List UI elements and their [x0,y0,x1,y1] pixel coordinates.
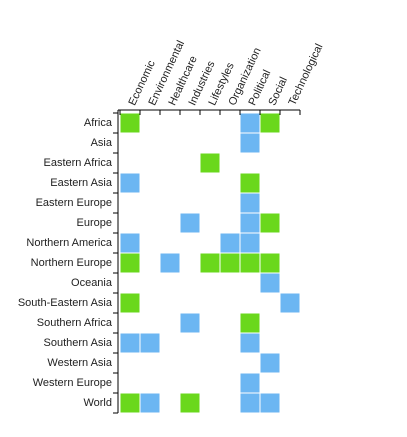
cell [179,392,201,414]
cell [259,252,281,274]
cell [159,252,181,274]
cell [259,352,281,374]
cell [239,312,261,334]
row-label: Western Europe [33,377,112,389]
cell [259,392,281,414]
row-label: Eastern Africa [44,157,113,169]
cell [239,232,261,254]
cell [239,252,261,274]
cell [119,292,141,314]
row-label: Southern Asia [44,337,113,349]
cell [279,292,301,314]
cell [259,272,281,294]
cell [239,112,261,134]
cell [259,212,281,234]
cell [119,232,141,254]
cell [119,172,141,194]
cell [119,392,141,414]
row-label: Europe [77,217,112,229]
cell [259,112,281,134]
row-label: Northern America [26,237,112,249]
cell [239,132,261,154]
cell [219,232,241,254]
cell [239,372,261,394]
cell [239,392,261,414]
cell [199,252,221,274]
cell [219,252,241,274]
cell [239,192,261,214]
row-label: Northern Europe [31,257,112,269]
row-label: Africa [84,117,113,129]
row-label: Oceania [71,277,113,289]
row-label: World [83,397,112,409]
cell [199,152,221,174]
cell [239,332,261,354]
row-label: Eastern Europe [36,197,112,209]
cell [239,172,261,194]
row-label: South-Eastern Asia [18,297,113,309]
cell [139,392,161,414]
cell [179,312,201,334]
row-label: Southern Africa [37,317,113,329]
row-label: Eastern Asia [50,177,113,189]
cell [119,252,141,274]
row-label: Asia [91,137,113,149]
cell [139,332,161,354]
column-label: Technological [286,42,325,107]
row-label: Western Asia [47,357,112,369]
cell [119,112,141,134]
cell [179,212,201,234]
cell [119,332,141,354]
cell [239,212,261,234]
